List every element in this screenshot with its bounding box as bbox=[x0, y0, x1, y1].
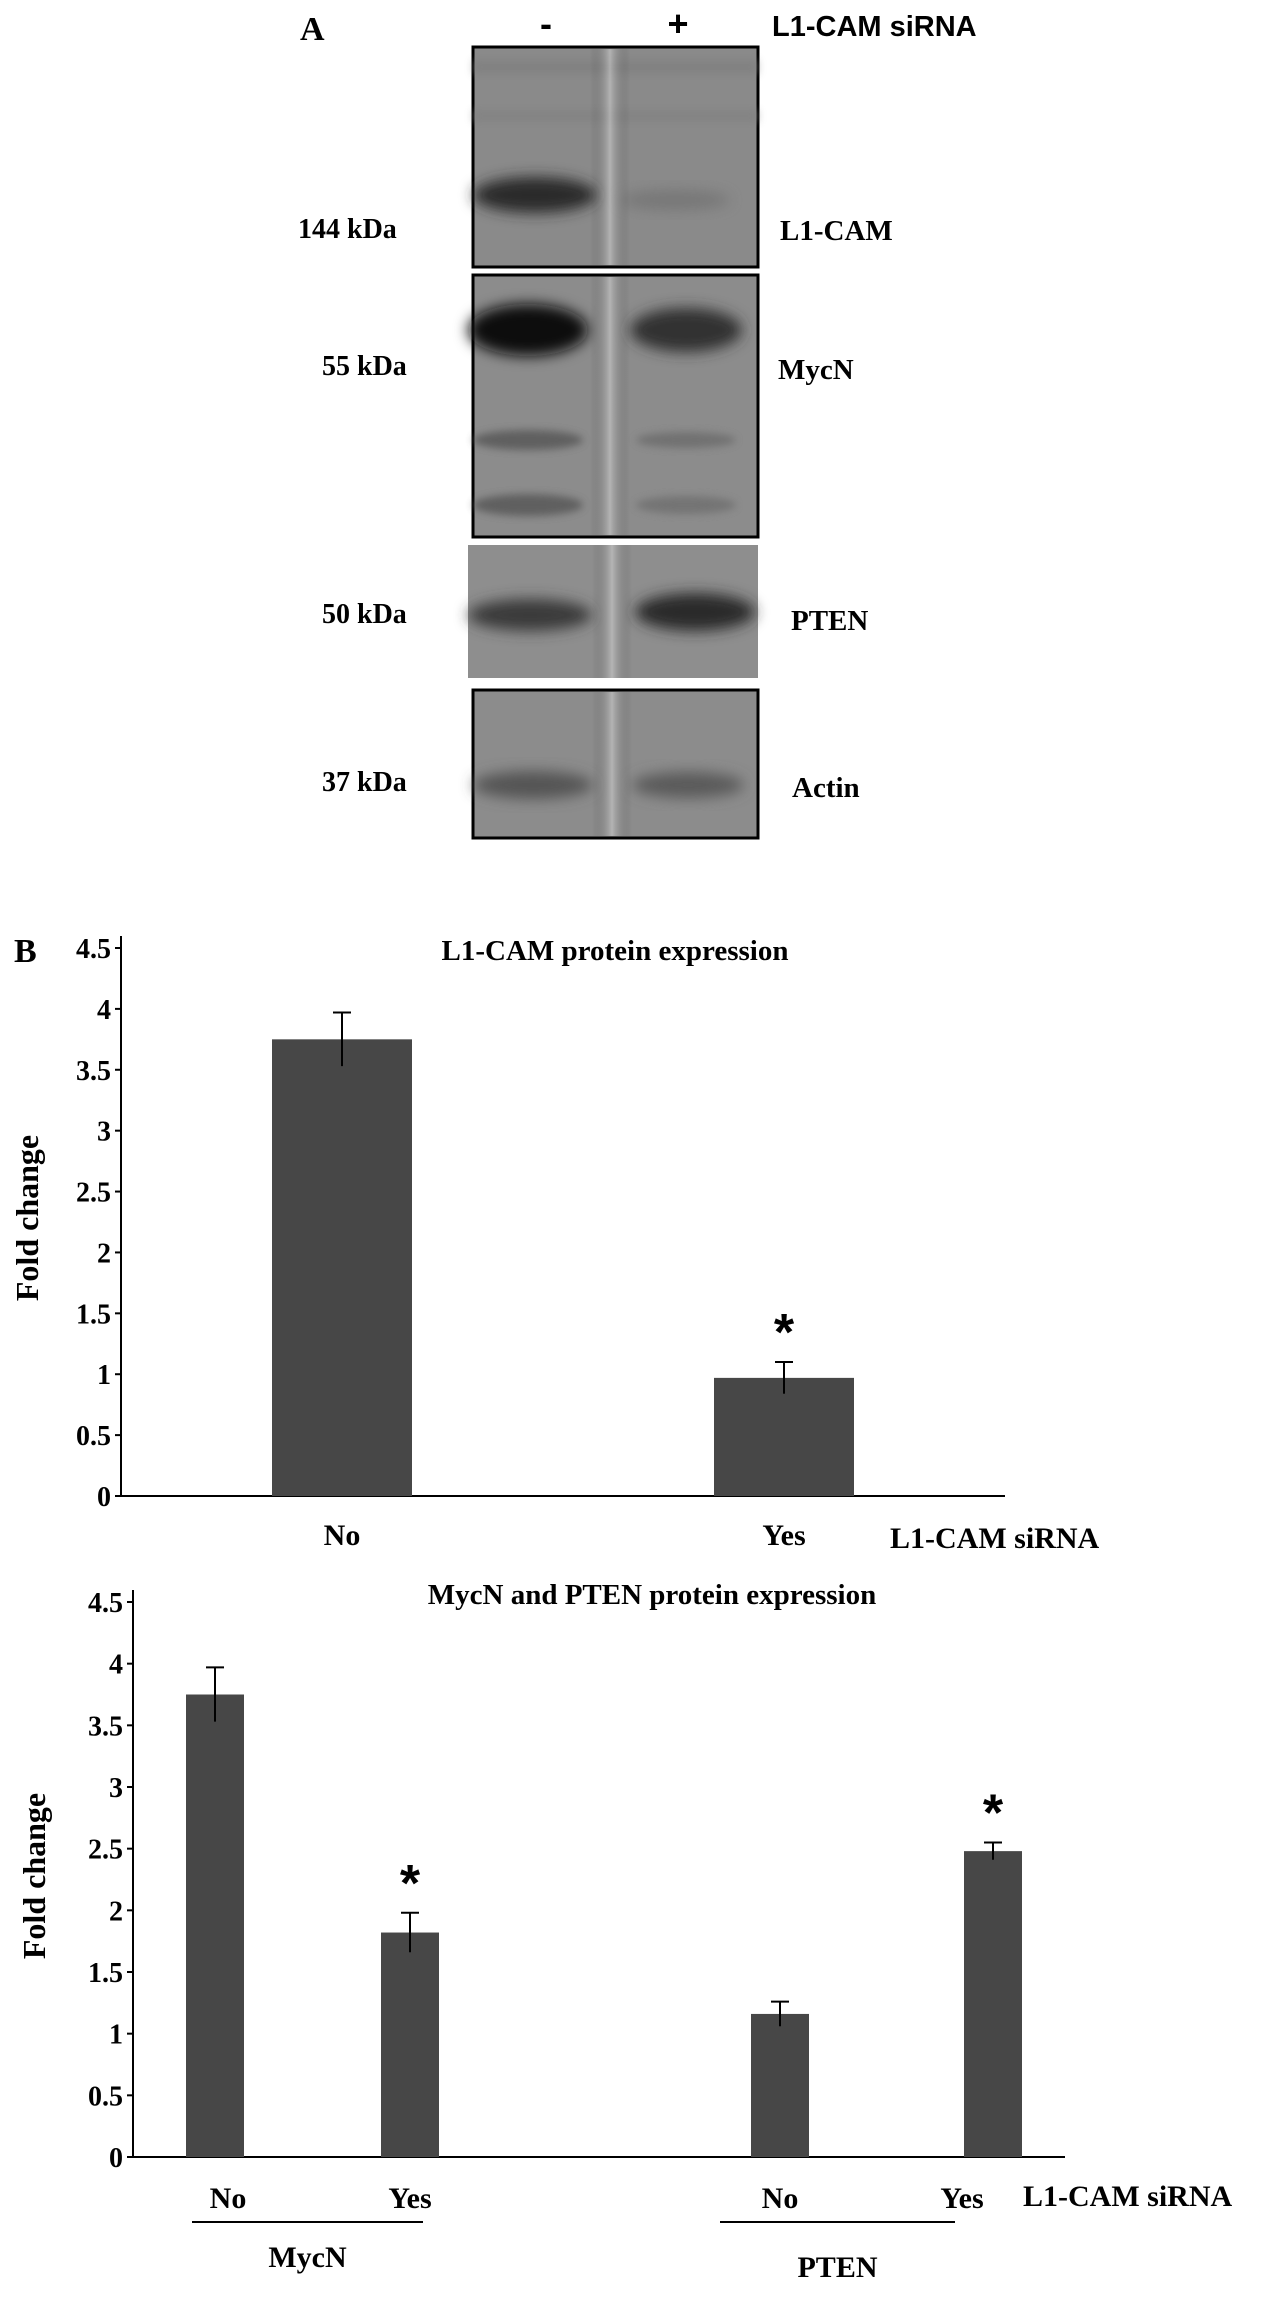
chart1-bar bbox=[272, 1039, 412, 1496]
chart-mycn-pten-expression: MycN and PTEN protein expression Fold ch… bbox=[16, 1579, 1232, 2284]
chart1-ytick-label: 1 bbox=[97, 1360, 111, 1391]
chart2-ytick-label: 3 bbox=[109, 1773, 123, 1804]
chart2-significance-marker: * bbox=[400, 1855, 421, 1913]
chart2-category-label: Yes bbox=[388, 2182, 431, 2215]
marker-144kda: 144 kDa bbox=[298, 214, 397, 245]
chart2-category-label: No bbox=[210, 2182, 247, 2215]
protein-actin: Actin bbox=[792, 772, 860, 804]
chart1-significance-marker: * bbox=[774, 1304, 795, 1362]
chart2-ytick-label: 0.5 bbox=[88, 2081, 123, 2112]
chart1-title: L1-CAM protein expression bbox=[442, 935, 789, 967]
chart1-category-label: Yes bbox=[762, 1519, 805, 1552]
marker-50kda: 50 kDa bbox=[322, 599, 407, 630]
chart2-ylabel: Fold change bbox=[16, 1793, 52, 1959]
blot-mycn bbox=[468, 273, 760, 539]
blot-l1cam bbox=[471, 45, 760, 269]
chart2-category-label: Yes bbox=[940, 2182, 983, 2215]
protein-pten: PTEN bbox=[791, 605, 868, 637]
chart1-ytick-label: 0 bbox=[97, 1482, 111, 1513]
chart2-bar bbox=[751, 2013, 809, 2157]
chart-l1cam-expression: L1-CAM protein expression Fold change L1… bbox=[9, 934, 1099, 1555]
chart2-bar bbox=[964, 1851, 1022, 2157]
marker-37kda: 37 kDa bbox=[322, 767, 407, 798]
chart2-bar bbox=[186, 1694, 244, 2157]
chart1-xlabel: L1-CAM siRNA bbox=[890, 1522, 1099, 1555]
lane-plus-label: + bbox=[667, 3, 688, 44]
chart2-category-label: No bbox=[762, 2182, 799, 2215]
chart2-ytick-label: 4.5 bbox=[88, 1588, 123, 1619]
chart2-xlabel: L1-CAM siRNA bbox=[1023, 2180, 1232, 2213]
chart1-ytick-label: 1.5 bbox=[76, 1299, 111, 1330]
treatment-label: L1-CAM siRNA bbox=[772, 11, 977, 43]
chart1-ylabel: Fold change bbox=[9, 1135, 45, 1301]
chart1-ytick-label: 2.5 bbox=[76, 1178, 111, 1209]
protein-l1cam: L1-CAM bbox=[780, 215, 893, 247]
marker-55kda: 55 kDa bbox=[322, 351, 407, 382]
panel-a: A - + L1-CAM siRNA 144 kDa L1-CAM 55 kDa… bbox=[298, 3, 977, 840]
chart2-group-label: PTEN bbox=[797, 2251, 877, 2284]
chart2-ytick-label: 3.5 bbox=[88, 1711, 123, 1742]
chart2-ytick-label: 0 bbox=[109, 2143, 123, 2174]
blot-pten bbox=[468, 545, 758, 678]
chart1-bar bbox=[714, 1377, 854, 1496]
chart2-ytick-label: 2.5 bbox=[88, 1835, 123, 1866]
panel-b-label: B bbox=[14, 933, 37, 970]
chart2-ytick-label: 2 bbox=[109, 1896, 123, 1927]
chart2-title: MycN and PTEN protein expression bbox=[428, 1579, 876, 1611]
chart2-significance-marker: * bbox=[983, 1785, 1004, 1843]
chart2-group-label: MycN bbox=[268, 2241, 347, 2274]
panel-a-label: A bbox=[300, 11, 325, 48]
chart2-ytick-label: 1.5 bbox=[88, 1958, 123, 1989]
chart1-ytick-label: 3 bbox=[97, 1117, 111, 1148]
protein-mycn: MycN bbox=[778, 354, 854, 386]
chart1-ytick-label: 4 bbox=[97, 995, 111, 1026]
blot-actin bbox=[471, 688, 760, 840]
lane-minus-label: - bbox=[540, 3, 552, 44]
chart1-ytick-label: 0.5 bbox=[76, 1421, 111, 1452]
chart1-ytick-label: 3.5 bbox=[76, 1056, 111, 1087]
chart2-bar bbox=[381, 1932, 439, 2157]
chart1-category-label: No bbox=[324, 1519, 361, 1552]
chart2-ytick-label: 1 bbox=[109, 2020, 123, 2051]
chart1-ytick-label: 4.5 bbox=[76, 934, 111, 965]
chart1-ytick-label: 2 bbox=[97, 1238, 111, 1269]
chart2-ytick-label: 4 bbox=[109, 1650, 123, 1681]
